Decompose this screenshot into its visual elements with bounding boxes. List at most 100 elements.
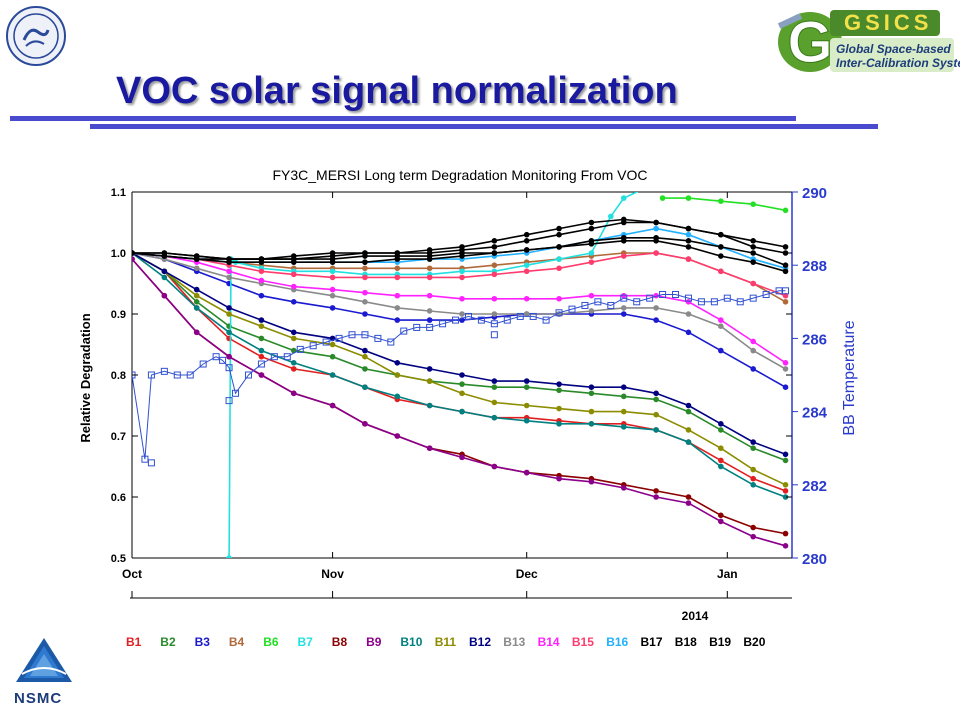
data-point-b9 — [718, 518, 724, 525]
data-point-b13 — [459, 311, 465, 317]
data-point-b15 — [653, 250, 659, 256]
data-point-b10 — [523, 417, 530, 424]
data-point-b2 — [718, 427, 724, 433]
data-point-b10 — [426, 402, 433, 409]
bb-temperature-point — [199, 360, 207, 368]
y-axis-label: Relative Degradation — [78, 313, 93, 442]
data-point-b19 — [685, 238, 692, 244]
data-point-b18 — [718, 231, 724, 238]
data-point-b2 — [258, 335, 265, 342]
data-point-b16 — [685, 231, 692, 238]
data-point-b9 — [653, 494, 659, 500]
bb-temperature-point — [173, 371, 181, 379]
data-point-b20 — [161, 253, 168, 259]
data-point-b12 — [426, 366, 433, 372]
data-point-b15 — [523, 268, 530, 275]
data-point-b2 — [329, 353, 336, 360]
bb-temperature-point — [212, 353, 220, 361]
slide-title: VOC solar signal normalization — [116, 70, 678, 112]
data-point-b9 — [226, 353, 232, 360]
data-point-b11 — [750, 466, 756, 473]
data-point-b2 — [653, 396, 659, 403]
data-point-b14 — [685, 299, 692, 305]
data-point-b10 — [258, 347, 265, 354]
bb-temperature-point — [257, 360, 265, 368]
data-point-b18 — [491, 238, 498, 244]
data-point-b13 — [426, 308, 433, 314]
bb-temperature-point — [335, 334, 343, 342]
data-point-b19 — [782, 262, 789, 268]
data-point-b9 — [588, 478, 595, 485]
nsmc-mark: NSMC — [14, 690, 63, 707]
data-point-b3 — [394, 317, 401, 323]
data-point-b15 — [620, 253, 627, 259]
data-point-b7 — [226, 555, 232, 558]
data-point-b3 — [718, 347, 724, 354]
legend-item-b8: B8 — [332, 635, 348, 649]
data-point-b11 — [523, 402, 530, 409]
data-point-b17 — [782, 244, 789, 250]
data-point-b15 — [491, 271, 498, 278]
data-point-b2 — [782, 457, 789, 464]
data-point-b20 — [290, 259, 297, 265]
data-point-b18 — [459, 244, 465, 250]
y-tick-label: 0.5 — [111, 553, 126, 565]
bb-temperature-point — [309, 342, 317, 350]
data-point-b9 — [193, 329, 200, 336]
y2-tick-label: 284 — [802, 405, 828, 422]
bb-temperature-point — [659, 290, 667, 298]
data-point-b12 — [491, 378, 498, 384]
data-point-b6 — [782, 207, 789, 214]
data-point-b20 — [459, 253, 465, 259]
legend-item-b9: B9 — [366, 635, 382, 649]
data-point-b11 — [620, 408, 627, 415]
data-point-b10 — [193, 305, 200, 311]
bb-temperature-point — [710, 298, 718, 306]
data-point-b2 — [685, 408, 692, 415]
data-point-b9 — [258, 372, 265, 378]
data-point-b18 — [588, 219, 595, 226]
data-point-b13 — [653, 305, 659, 311]
data-point-b11 — [362, 353, 368, 360]
data-point-b12 — [459, 372, 465, 378]
data-point-b15 — [459, 274, 465, 281]
data-point-b3 — [685, 329, 692, 336]
data-point-b2 — [362, 366, 368, 372]
data-point-b15 — [588, 259, 595, 265]
series-b20 — [132, 238, 789, 275]
data-point-b14 — [718, 317, 724, 323]
year-label: 2014 — [682, 609, 709, 623]
data-point-b13 — [718, 323, 724, 329]
data-point-b20 — [362, 259, 368, 265]
data-point-b9 — [362, 421, 368, 427]
y-tick-label: 0.7 — [111, 431, 126, 443]
data-point-b9 — [620, 485, 627, 491]
bb-temperature-point — [672, 290, 680, 298]
bb-temperature-point — [244, 371, 252, 379]
data-point-b10 — [750, 482, 756, 488]
series-line-b6 — [662, 197, 786, 212]
x-tick-label: Jan — [717, 567, 738, 581]
bb-temperature-point — [219, 356, 227, 364]
data-point-b14 — [226, 268, 232, 275]
data-point-b14 — [782, 360, 789, 366]
legend-item-b14: B14 — [538, 635, 560, 649]
data-point-b10 — [329, 372, 336, 378]
data-point-b11 — [394, 372, 401, 378]
data-point-b19 — [362, 253, 368, 259]
data-point-b8 — [718, 512, 724, 519]
data-point-b6 — [659, 195, 666, 201]
bb-temperature-point — [568, 305, 576, 313]
data-point-b3 — [362, 311, 368, 317]
bb-temperature-point — [225, 364, 233, 372]
data-point-b13 — [782, 366, 789, 372]
data-point-b8 — [750, 524, 756, 531]
bb-temperature-point — [387, 338, 395, 346]
data-point-b17 — [750, 238, 756, 244]
data-point-b9 — [750, 533, 756, 540]
data-point-b11 — [193, 292, 200, 299]
series-b3 — [132, 250, 789, 390]
bb-temperature-point — [232, 389, 240, 397]
data-point-b3 — [620, 311, 627, 317]
data-point-b10 — [226, 329, 232, 336]
